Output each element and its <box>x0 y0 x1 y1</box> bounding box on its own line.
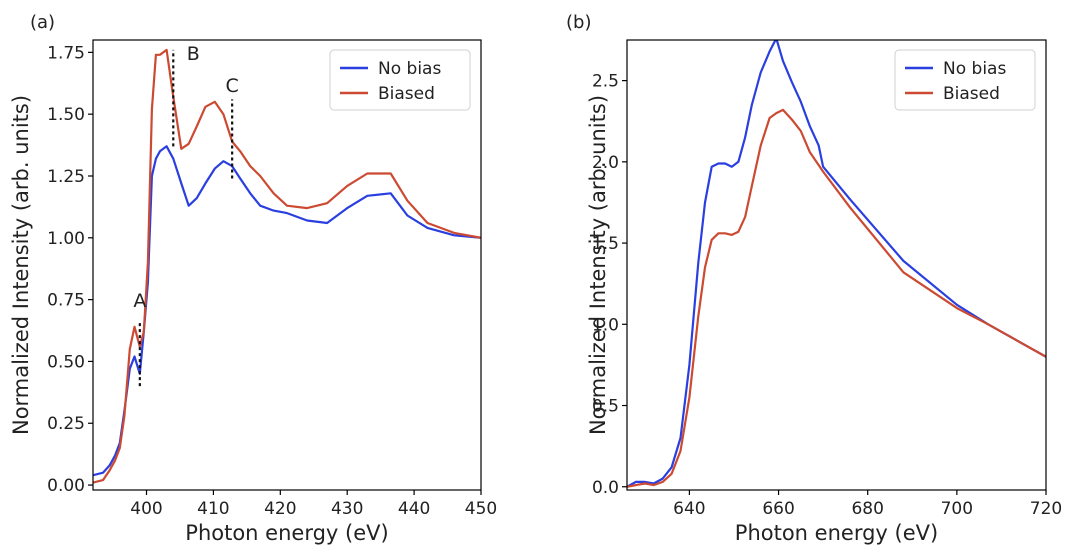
x-tick-label: 430 <box>331 499 363 519</box>
legend-box <box>894 49 1036 111</box>
legend-label: Biased <box>378 84 435 104</box>
y-tick-label: 1.50 <box>47 105 85 125</box>
annotation-label-b: B <box>187 43 200 65</box>
x-tick-label: 420 <box>264 499 296 519</box>
y-tick-label: 0.0 <box>592 478 619 498</box>
y-axis-label: Normalized Intensity (arb. units) <box>586 95 610 435</box>
x-axis-label: Photon energy (eV) <box>185 521 388 545</box>
plot-frame <box>626 39 1047 491</box>
y-axis-label: Normalized Intensity (arb. units) <box>9 95 33 435</box>
legend-box <box>329 49 471 111</box>
x-tick-label: 720 <box>1030 499 1062 519</box>
x-tick-label: 640 <box>673 499 705 519</box>
y-tick-label: 2.5 <box>592 72 619 92</box>
series-line-biased <box>627 108 1046 488</box>
series-line-no-bias <box>93 145 481 477</box>
x-tick-label: 660 <box>762 499 794 519</box>
legend-label: No bias <box>378 59 441 79</box>
y-tick-label: 1.75 <box>47 43 85 63</box>
x-tick-label: 680 <box>851 499 883 519</box>
series-line-biased <box>93 48 481 484</box>
x-axis-label: Photon energy (eV) <box>735 521 938 545</box>
y-tick-label: 0.50 <box>47 352 85 372</box>
x-tick-label: 450 <box>465 499 497 519</box>
x-tick-label: 440 <box>398 499 430 519</box>
panel-1: (b) 640 660 680 700 720 0.0 0.5 1.0 1.5 2.0 2.5 Phot… <box>566 12 1062 545</box>
y-tick-label: 0.5 <box>592 397 619 417</box>
legend-label: Biased <box>943 84 1000 104</box>
legend: No bias Biased <box>329 49 471 111</box>
annotation-label-a: A <box>133 290 146 312</box>
y-tick-label: 2.0 <box>592 153 619 173</box>
x-tick-label: 400 <box>130 499 162 519</box>
annotation-label-c: C <box>226 75 239 97</box>
legend-label: No bias <box>943 59 1006 79</box>
legend: No bias Biased <box>894 49 1036 111</box>
panel-letter: (b) <box>566 12 591 33</box>
x-tick-label: 700 <box>941 499 973 519</box>
panel-0: (a) A B C 400 410 420 430 440 450 0.00 0.25 0.50 0.75… <box>9 12 497 545</box>
y-tick-label: 1.5 <box>592 234 619 254</box>
y-tick-label: 1.0 <box>592 315 619 335</box>
y-tick-label: 1.25 <box>47 167 85 187</box>
plot-frame <box>92 39 482 491</box>
y-tick-label: 1.00 <box>47 229 85 249</box>
series-line-no-bias <box>627 40 1046 488</box>
y-tick-label: 0.75 <box>47 291 85 311</box>
y-tick-label: 0.25 <box>47 414 85 434</box>
panel-letter: (a) <box>30 12 55 33</box>
x-tick-label: 410 <box>197 499 229 519</box>
y-tick-label: 0.00 <box>47 476 85 496</box>
